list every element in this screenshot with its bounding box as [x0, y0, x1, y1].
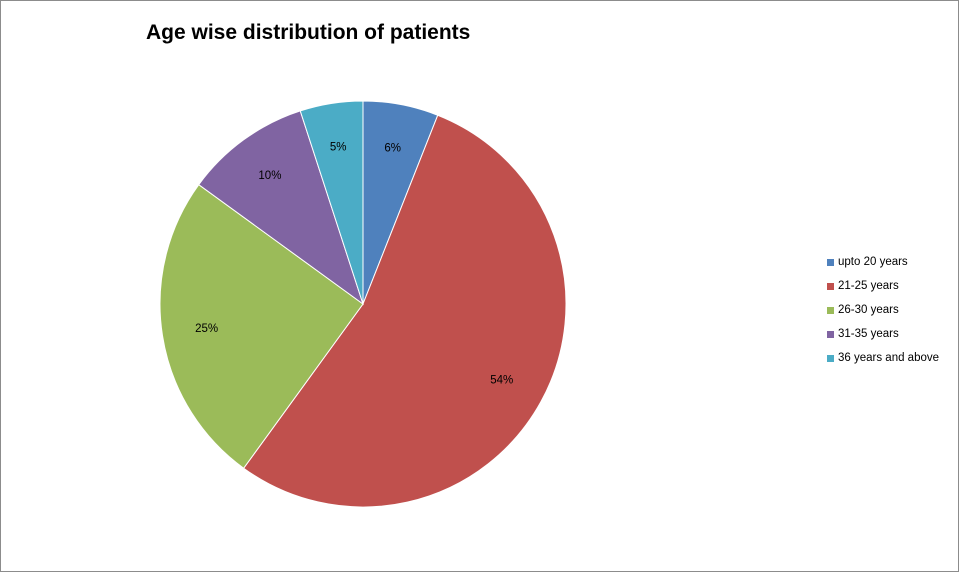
pie-slice-5	[299, 100, 364, 305]
legend-label: 21-25 years	[838, 280, 899, 292]
chart-title: Age wise distribution of patients	[146, 21, 471, 44]
data-label-2: 54%	[490, 374, 513, 386]
pie-slices	[159, 100, 567, 508]
pie-data-labels: 6% 54% 25% 10% 5%	[195, 142, 513, 387]
legend-label: upto 20 years	[838, 256, 908, 268]
data-label-5: 5%	[330, 142, 347, 154]
legend-item-5: 36 years and above	[827, 346, 939, 370]
legend-label: 31-35 years	[838, 328, 899, 340]
legend-swatch	[827, 330, 834, 338]
legend-label: 36 years and above	[838, 352, 940, 364]
legend-swatch	[827, 282, 834, 290]
legend-item-3: 26-30 years	[827, 298, 939, 322]
legend-swatch	[827, 354, 834, 362]
pie-slice-2	[242, 114, 567, 508]
data-label-3: 25%	[195, 323, 218, 335]
legend-label: 26-30 years	[838, 304, 899, 316]
pie-slice-3	[159, 183, 364, 469]
data-label-1: 6%	[384, 142, 401, 154]
legend: upto 20 years 21-25 years 26-30 years 31-35…	[827, 250, 939, 370]
legend-swatch	[827, 306, 834, 314]
data-label-4: 10%	[258, 170, 281, 182]
legend-item-2: 21-25 years	[827, 274, 939, 298]
legend-item-1: upto 20 years	[827, 250, 939, 274]
legend-item-4: 31-35 years	[827, 322, 939, 346]
legend-swatch	[827, 258, 834, 266]
pie-slice-4	[198, 110, 364, 306]
